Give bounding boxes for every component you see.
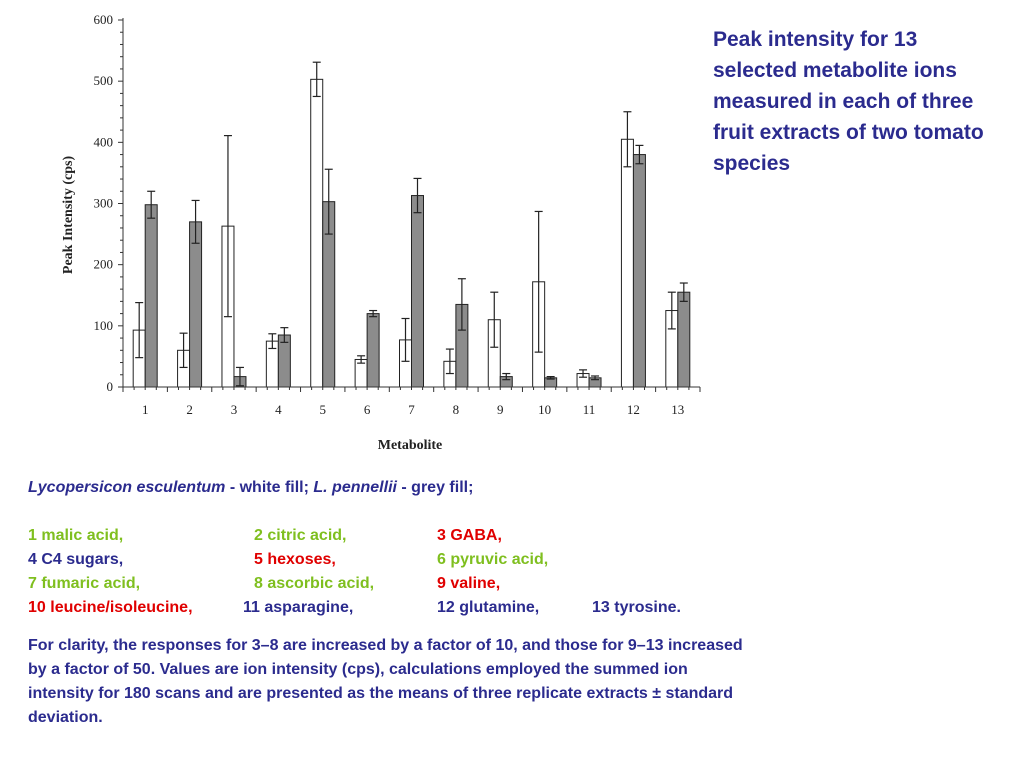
x-tick-label: 3 — [231, 402, 238, 417]
y-tick-label: 0 — [107, 379, 114, 394]
bar-grey — [677, 291, 691, 388]
metabolite-item: 8 ascorbic acid, — [254, 575, 375, 592]
x-tick-label: 12 — [627, 402, 640, 417]
metabolite-item: 1 malic acid, — [28, 527, 124, 544]
x-tick-label: 10 — [538, 402, 551, 417]
x-tick-label: 11 — [583, 402, 596, 417]
x-axis-title: Metabolite — [378, 438, 443, 453]
metabolite-item: 11 asparagine, — [243, 599, 354, 616]
x-tick-label: 4 — [275, 402, 282, 417]
bar-grey — [144, 204, 158, 388]
y-tick-label: 300 — [94, 196, 114, 211]
bars-layer — [132, 61, 691, 388]
x-tick-label: 8 — [453, 402, 460, 417]
metabolite-item: 9 valine, — [437, 575, 501, 592]
y-tick-label: 600 — [94, 12, 114, 27]
metabolite-item: 4 C4 sugars, — [28, 551, 124, 568]
clarity-note: For clarity, the responses for 3–8 are i… — [28, 637, 743, 726]
y-tick-label: 500 — [94, 73, 114, 88]
metabolite-item: 6 pyruvic acid, — [437, 551, 549, 568]
y-axis-title: Peak Intensity (cps) — [61, 156, 76, 275]
white-fill-note: - white fill; — [225, 479, 314, 496]
species-pennellii: L. pennellii — [313, 479, 397, 496]
metabolite-item: 5 hexoses, — [254, 551, 336, 568]
x-tick-label: 9 — [497, 402, 504, 417]
fill-legend: Lycopersicon esculentum - white fill; L.… — [28, 476, 748, 500]
x-tick-label: 1 — [142, 402, 149, 417]
bar-grey — [632, 154, 646, 388]
bar-grey — [366, 313, 380, 388]
y-tick-label: 400 — [94, 134, 114, 149]
x-tick-label: 13 — [671, 402, 684, 417]
slide-title: Peak intensity for 13 selected metabolit… — [713, 28, 984, 175]
metabolite-item: 12 glutamine, — [437, 599, 540, 616]
metabolite-item: 7 fumaric acid, — [28, 575, 141, 592]
metabolite-item: 2 citric acid, — [254, 527, 347, 544]
bar-grey — [189, 221, 203, 388]
metabolite-item: 10 leucine/isoleucine, — [28, 599, 193, 616]
metabolite-item: 13 tyrosine. — [592, 599, 681, 616]
notes-panel: Lycopersicon esculentum - white fill; L.… — [28, 476, 748, 730]
grey-fill-note: - grey fill; — [396, 479, 474, 496]
y-tick-label: 100 — [94, 318, 114, 333]
metabolite-list: 1 malic acid, 2 citric acid, 3 GABA, 4 C… — [28, 524, 748, 620]
bar-grey — [411, 195, 424, 388]
x-tick-label: 5 — [319, 402, 326, 417]
metabolite-item: 3 GABA, — [437, 527, 502, 544]
x-tick-label: 6 — [364, 402, 371, 417]
bar-white — [310, 78, 324, 388]
bar-white — [620, 138, 634, 388]
y-tick-label: 200 — [94, 257, 114, 272]
species-esculentum: Lycopersicon esculentum — [28, 479, 226, 496]
x-tick-label: 2 — [186, 402, 193, 417]
x-tick-label: 7 — [408, 402, 415, 417]
